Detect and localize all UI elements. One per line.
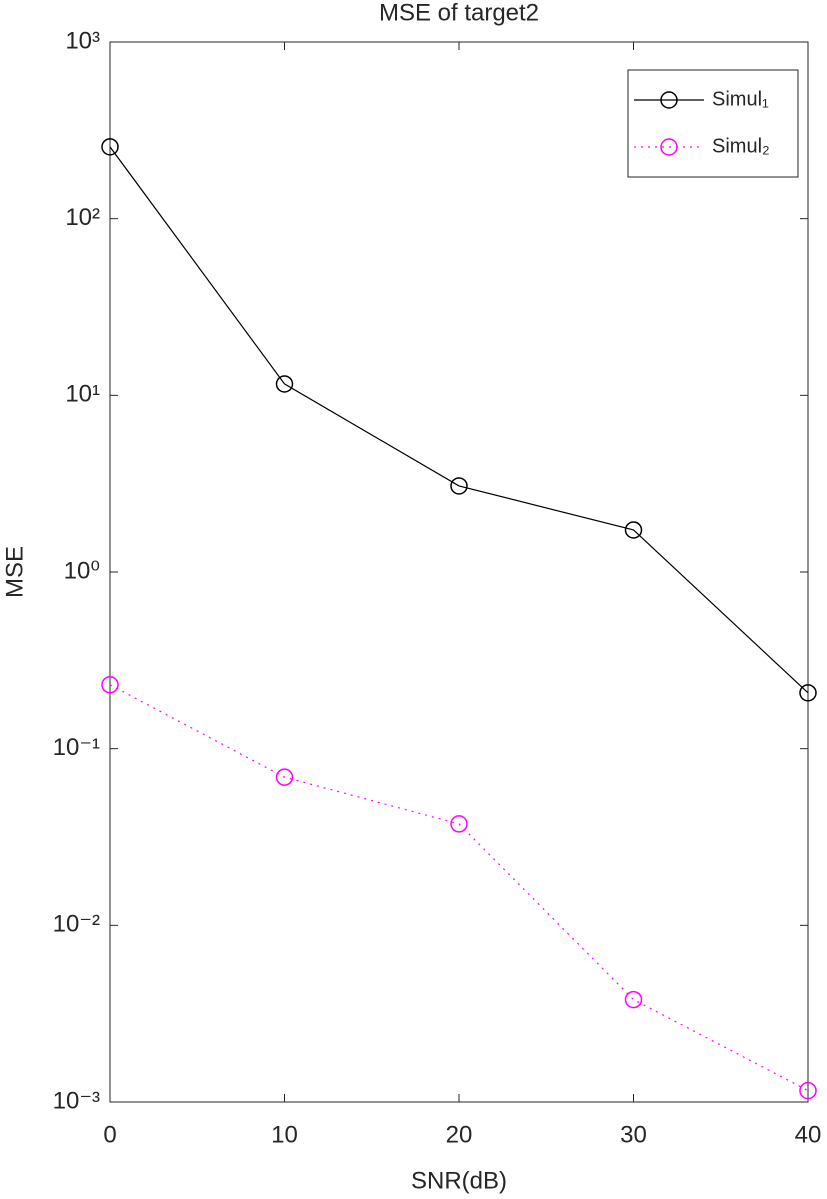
data-point (275, 375, 294, 393)
data-point (624, 990, 643, 1009)
data-point (101, 138, 119, 156)
chart-title: MSE of target2 (379, 0, 539, 26)
x-tick-label: 10 (271, 1121, 298, 1148)
x-tick-label: 0 (103, 1121, 116, 1148)
legend-marker (660, 91, 678, 109)
x-tick-label: 20 (446, 1121, 473, 1148)
legend-label: Simul₁ (712, 88, 769, 110)
data-point (101, 676, 119, 694)
data-point (799, 1081, 817, 1100)
y-tick-label: 10¹ (65, 381, 100, 408)
y-axis-label: MSE (1, 546, 28, 598)
series-line (109, 146, 809, 694)
x-tick-label: 40 (795, 1121, 822, 1148)
series-line (109, 684, 809, 1092)
x-tick-label: 30 (620, 1121, 647, 1148)
legend-box (627, 69, 799, 178)
data-point (624, 521, 643, 539)
y-tick-label: 10² (65, 204, 100, 231)
data-point (275, 768, 294, 786)
data-point (799, 684, 817, 702)
legend-label: Simul₂ (712, 135, 770, 157)
plot-area (109, 41, 809, 1103)
y-tick-label: 10³ (65, 27, 100, 54)
y-tick-label: 10⁻³ (53, 1087, 100, 1114)
data-point (450, 477, 468, 495)
y-tick-label: 10⁰ (64, 557, 100, 584)
y-tick-label: 10⁻² (53, 911, 100, 938)
y-tick-label: 10⁻¹ (53, 734, 100, 761)
x-axis-label: SNR(dB) (411, 1167, 507, 1194)
data-point (450, 815, 468, 833)
legend-marker (660, 138, 678, 156)
